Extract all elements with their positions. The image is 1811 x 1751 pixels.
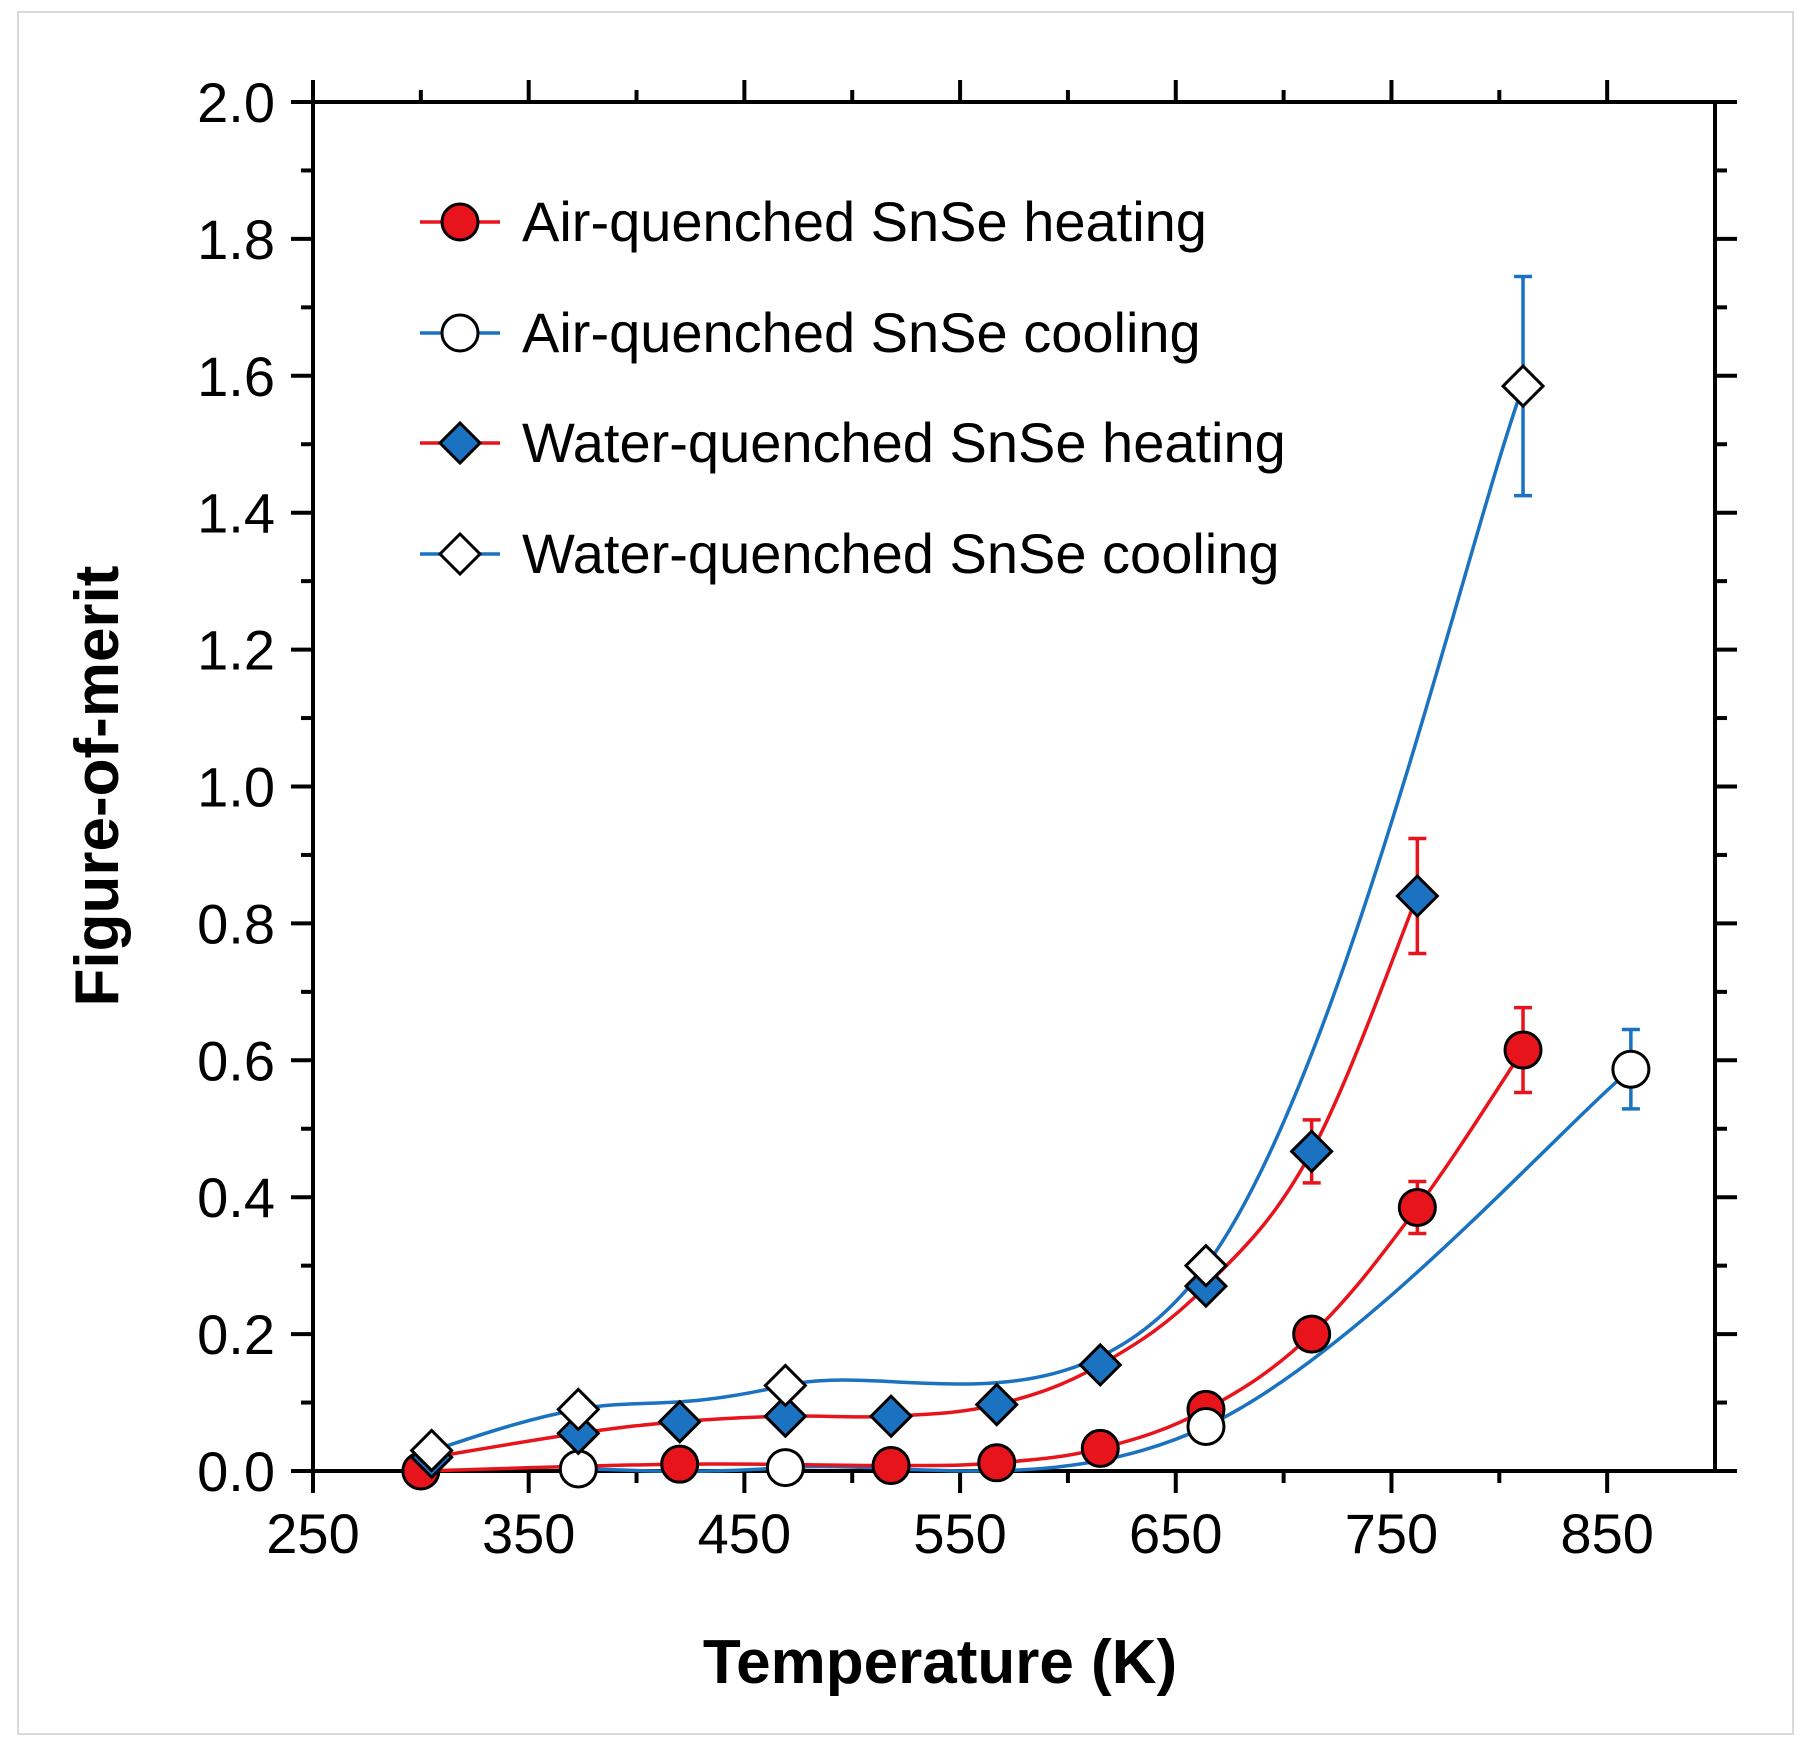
y-tick-label: 1.0 [197, 756, 275, 819]
data-point [1395, 873, 1440, 919]
data-point [974, 1382, 1019, 1427]
y-tick-label: 1.4 [197, 482, 275, 545]
y-axis-title: Figure-of-merit [63, 566, 132, 1007]
data-point [556, 1411, 601, 1456]
data-point [657, 1399, 702, 1444]
data-point [660, 1444, 700, 1484]
legend-label: Air-quenched SnSe heating [522, 190, 1207, 253]
axis-ticks [291, 80, 1737, 1493]
x-tick-label: 650 [1129, 1502, 1222, 1565]
data-point [556, 1387, 601, 1432]
x-tick-label: 850 [1560, 1502, 1653, 1565]
legend-marker [437, 420, 483, 466]
data-point [1500, 363, 1546, 409]
y-tick-label: 0.6 [197, 1029, 275, 1092]
data-point [1611, 1049, 1651, 1089]
data-point [868, 1394, 914, 1439]
y-tick-labels: 0.0 0.2 0.4 0.6 0.8 1.0 1.2 1.4 1.6 1.8 2.0 [197, 71, 275, 1503]
data-point [1292, 1314, 1332, 1354]
data-point [558, 1449, 598, 1489]
data-point [763, 1363, 808, 1408]
x-tick-label: 350 [482, 1502, 575, 1565]
legend: Air-quenched SnSe heating Air-quenched Sn… [420, 190, 1286, 585]
data-point [1183, 1243, 1229, 1288]
legend-label: Water-quenched SnSe heating [522, 411, 1286, 474]
y-tick-label: 1.8 [197, 208, 275, 271]
data-point [763, 1394, 808, 1439]
data-point [1289, 1129, 1334, 1174]
x-axis-title: Temperature (K) [703, 1628, 1177, 1697]
legend-label: Water-quenched SnSe cooling [522, 522, 1280, 585]
y-tick-label: 1.6 [197, 345, 275, 408]
y-tick-label: 0.2 [197, 1303, 275, 1366]
data-point [1078, 1342, 1123, 1388]
legend-marker [440, 313, 480, 353]
y-tick-label: 0.8 [197, 892, 275, 955]
x-tick-label: 750 [1345, 1502, 1438, 1565]
data-point [1503, 1030, 1543, 1070]
data-point [765, 1448, 805, 1488]
data-markers [401, 363, 1651, 1491]
y-tick-label: 0.0 [197, 1440, 275, 1503]
data-point [409, 1428, 454, 1473]
x-tick-label: 250 [266, 1502, 359, 1565]
data-point [977, 1443, 1017, 1483]
y-tick-label: 1.2 [197, 619, 275, 682]
legend-label: Air-quenched SnSe cooling [522, 301, 1201, 364]
data-point [1397, 1187, 1437, 1227]
y-tick-label: 0.4 [197, 1166, 275, 1229]
data-point [1186, 1407, 1226, 1447]
legend-marker [437, 531, 483, 577]
x-tick-label: 450 [698, 1502, 791, 1565]
data-point [1080, 1428, 1120, 1468]
y-tick-label: 2.0 [197, 71, 275, 134]
legend-marker [440, 202, 480, 242]
data-point [871, 1446, 911, 1486]
x-tick-labels: 250 350 450 550 650 750 850 [266, 1502, 1654, 1565]
x-tick-label: 550 [913, 1502, 1006, 1565]
